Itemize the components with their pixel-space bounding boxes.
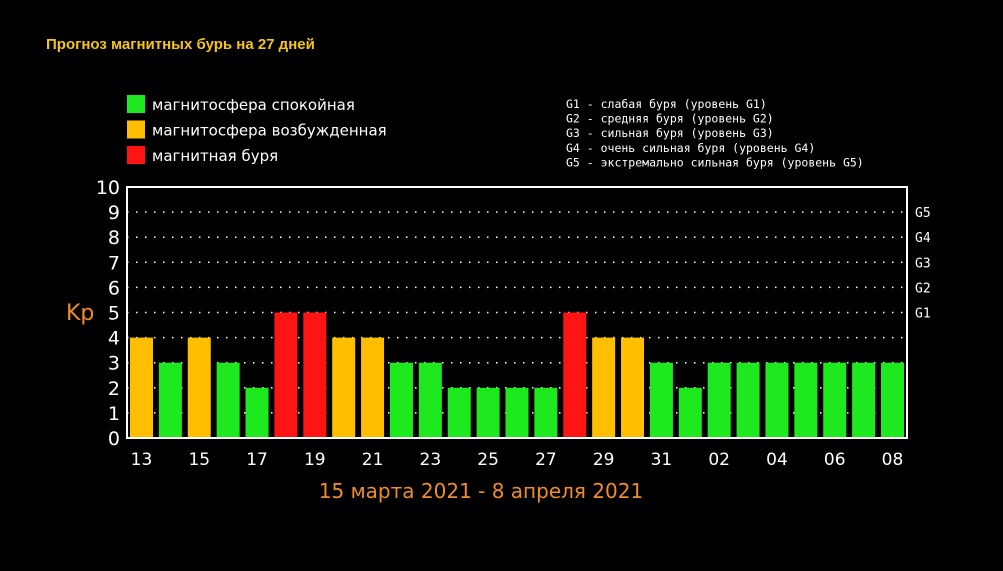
x-tick-label: 29	[593, 450, 615, 470]
right-tick-G2: G2	[915, 281, 931, 296]
x-tick-label: 08	[882, 450, 904, 470]
bar-01	[678, 387, 702, 438]
bar-17	[245, 387, 269, 438]
x-tick-label: 04	[766, 450, 788, 470]
bar-29	[592, 337, 616, 438]
g-legend-line: G5 - экстремально сильная буря (уровень …	[566, 155, 864, 169]
x-axis-label: 15 марта 2021 - 8 апреля 2021	[319, 479, 643, 503]
bar-14	[158, 362, 182, 438]
bar-13	[130, 337, 153, 438]
x-tick-label: 21	[362, 450, 384, 470]
bar-04	[765, 362, 789, 438]
y-tick-label: 2	[108, 378, 120, 400]
y-tick-label: 8	[108, 227, 120, 249]
y-tick-label: 5	[108, 303, 120, 325]
bar-28	[563, 312, 587, 438]
x-tick-label: 23	[420, 450, 442, 470]
page-title: Прогноз магнитных бурь на 27 дней	[46, 36, 315, 53]
bar-19	[303, 312, 327, 438]
bar-03	[736, 362, 760, 438]
bar-15	[187, 337, 211, 438]
legend-label-quiet: магнитосфера спокойная	[152, 96, 355, 114]
x-tick-label: 19	[304, 450, 326, 470]
x-tick-label: 06	[824, 450, 846, 470]
x-tick-label: 15	[188, 450, 210, 470]
y-tick-label: 1	[108, 403, 120, 425]
bar-26	[505, 387, 529, 438]
x-tick-label: 13	[131, 450, 153, 470]
plot-frame	[126, 186, 908, 439]
legend-swatch-disturbed	[127, 120, 145, 139]
y-tick-label: 0	[108, 428, 120, 450]
bar-06	[823, 362, 847, 438]
right-tick-G3: G3	[915, 256, 931, 271]
bar-25	[476, 387, 500, 438]
g-legend-line: G3 - сильная буря (уровень G3)	[566, 126, 774, 140]
bar-20	[332, 337, 356, 438]
x-tick-label: 31	[651, 450, 673, 470]
bar-27	[534, 387, 558, 438]
right-tick-G5: G5	[915, 206, 931, 221]
right-tick-G4: G4	[915, 231, 931, 246]
g-legend-line: G2 - средняя буря (уровень G2)	[566, 112, 774, 126]
bar-30	[621, 337, 645, 438]
y-tick-label: 9	[108, 202, 120, 224]
bar-23	[418, 362, 442, 438]
g-legend-line: G1 - слабая буря (уровень G1)	[566, 97, 767, 111]
y-tick-label: 4	[108, 328, 120, 350]
g-legend-line: G4 - очень сильная буря (уровень G4)	[566, 141, 815, 155]
legend-swatch-quiet	[127, 95, 145, 113]
y-tick-label: 7	[108, 252, 120, 274]
y-tick-label: 6	[108, 277, 120, 299]
bar-07	[852, 362, 876, 438]
bar-31	[649, 362, 673, 438]
bar-22	[389, 362, 413, 438]
y-axis-label: Kp	[66, 301, 94, 326]
legend-label-disturbed: магнитосфера возбужденная	[152, 122, 387, 140]
bar-18	[274, 312, 298, 438]
bar-08	[881, 362, 904, 438]
legend-swatch-storm	[127, 146, 145, 164]
bar-02	[707, 362, 731, 438]
bar-21	[361, 337, 385, 438]
x-tick-label: 25	[477, 450, 499, 470]
bar-05	[794, 362, 818, 438]
y-tick-label: 10	[96, 177, 120, 199]
right-tick-G1: G1	[915, 307, 931, 322]
x-tick-label: 02	[708, 450, 730, 470]
bar-24	[447, 387, 471, 438]
legend-label-storm: магнитная буря	[152, 147, 278, 165]
x-tick-label: 27	[535, 450, 557, 470]
bar-16	[216, 362, 240, 438]
x-tick-label: 17	[246, 450, 268, 470]
y-tick-label: 3	[108, 353, 120, 375]
